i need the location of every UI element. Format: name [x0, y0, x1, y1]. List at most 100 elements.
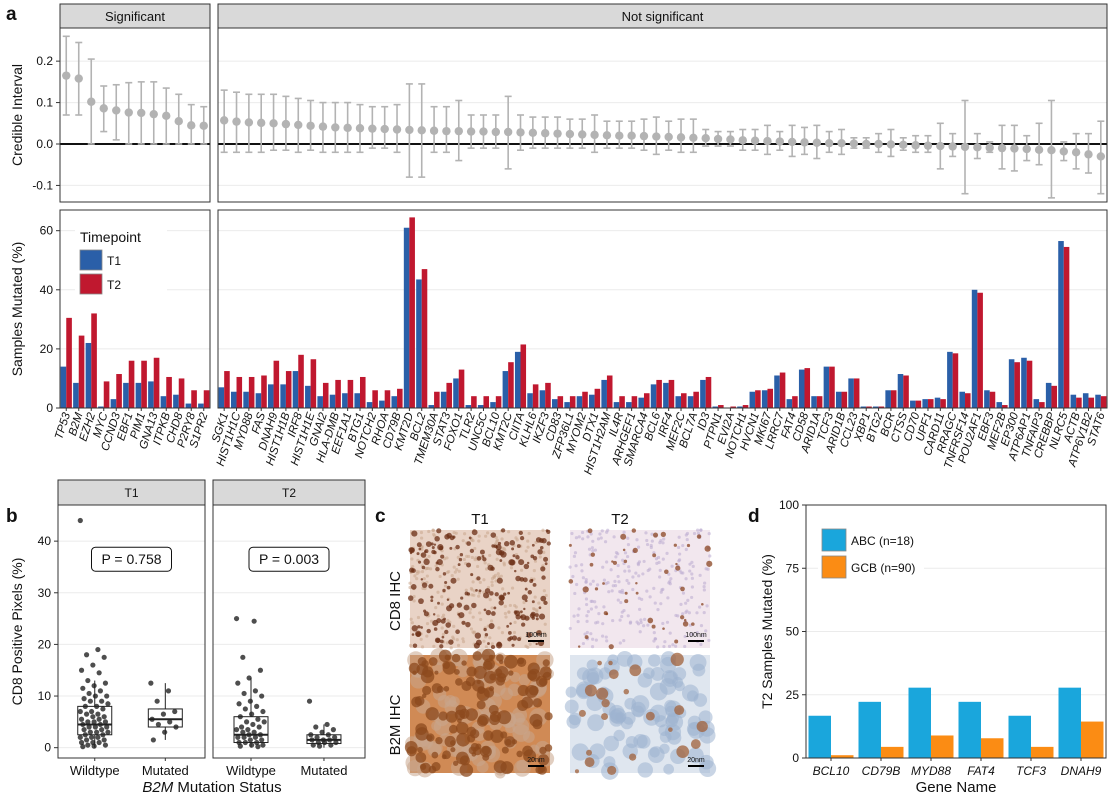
ci-point	[948, 142, 957, 151]
ns-ci-tmem30a	[429, 105, 439, 154]
ihc-nucleus	[507, 683, 521, 697]
ihc-stain	[455, 721, 469, 735]
ihc-nucleus	[674, 644, 678, 648]
ihc-nucleus	[702, 610, 706, 615]
data-point	[247, 737, 253, 743]
sig-ci-chd8	[174, 93, 183, 145]
ihc-stain	[507, 630, 512, 635]
ns-bar-t1-fat4	[786, 399, 793, 408]
ihc-stain	[508, 670, 514, 676]
ns-ci-btg2	[874, 132, 883, 154]
ihc-stain	[670, 652, 684, 667]
ihc-stain	[480, 745, 492, 758]
ns-bar-t2-ptpn1	[718, 405, 724, 408]
ihc-nucleus	[568, 565, 572, 569]
data-point	[246, 675, 252, 681]
sig-ci-p2ry8	[187, 103, 196, 145]
ihc-stain	[415, 752, 427, 763]
b-ytick-label: 10	[38, 689, 52, 703]
ihc-nucleus	[575, 582, 579, 587]
ihc-nucleus	[586, 659, 598, 671]
ihc-nucleus	[699, 642, 703, 647]
ihc-nucleus	[429, 619, 434, 623]
strip-label-b-t2: T2	[282, 486, 296, 500]
ihc-nucleus	[573, 591, 577, 596]
ihc-nucleus	[649, 543, 653, 548]
ihc-nucleus	[570, 531, 574, 536]
ns-bar-t2-gnai2	[322, 382, 329, 408]
ihc-nucleus	[616, 650, 633, 667]
ihc-stain	[500, 731, 508, 739]
ci-point	[162, 111, 171, 121]
ihc-stain	[499, 559, 503, 562]
ihc-stain	[442, 572, 447, 576]
ihc-nucleus	[497, 575, 501, 579]
ns-bar-t2-pou2af1	[977, 292, 983, 408]
data-point	[105, 701, 111, 707]
ns-bar-t2-ciita	[520, 344, 527, 408]
data-point	[104, 693, 110, 699]
ihc-stain	[417, 625, 421, 629]
ci-ytick-label: 0.2	[36, 54, 53, 68]
ns-ci-atp6v1b2	[1084, 132, 1093, 174]
ci-point	[849, 139, 859, 148]
ihc-nucleus	[623, 569, 627, 573]
ihc-stain	[455, 751, 469, 765]
ihc-nucleus	[419, 530, 424, 535]
ns-ci-btg1	[355, 103, 365, 154]
ihc-nucleus	[533, 559, 538, 563]
ihc-stain	[509, 622, 512, 625]
ihc-nucleus	[486, 531, 490, 535]
sig-bar-t2-b2m	[78, 335, 85, 408]
ihc-stain	[435, 638, 441, 643]
ihc-nucleus	[659, 602, 663, 606]
ihc-nucleus	[605, 560, 609, 564]
ihc-stain	[439, 644, 444, 649]
ihc-nucleus	[593, 600, 597, 604]
ihc-stain	[594, 587, 599, 591]
data-point	[327, 737, 333, 743]
ihc-stain	[460, 713, 465, 719]
ci-point	[124, 108, 133, 117]
ihc-stain	[478, 589, 482, 593]
mut-ylabel: Samples Mutated (%)	[9, 242, 25, 377]
ihc-stain	[442, 750, 451, 760]
pvalue-box-t1	[91, 546, 172, 572]
ihc-nucleus	[688, 562, 692, 566]
ihc-nucleus	[484, 645, 488, 649]
ihc-nucleus	[650, 539, 654, 543]
ns-bar-t2-actb	[1076, 397, 1082, 408]
ns-ci-rhoa	[380, 105, 389, 149]
ci-point	[368, 124, 377, 133]
ns-bar-t1-nlrc5	[1058, 241, 1064, 408]
ihc-stain	[490, 611, 496, 616]
data-point	[96, 716, 102, 722]
facet-ci-significant-frame	[59, 27, 211, 203]
ihc-stain	[577, 645, 581, 648]
ihc-stain	[628, 753, 637, 761]
ihc-stain	[439, 639, 444, 644]
ihc-nucleus	[611, 584, 615, 588]
ihc-stain	[411, 625, 418, 632]
ihc-nucleus	[503, 604, 507, 608]
ci-point	[689, 133, 698, 142]
ihc-stain	[624, 599, 629, 604]
data-point	[78, 716, 85, 722]
ihc-stain	[482, 557, 487, 562]
ihc-nucleus	[652, 586, 656, 590]
data-point	[148, 680, 154, 686]
ihc-stain	[457, 563, 461, 567]
ihc-stain	[433, 627, 438, 631]
sig-bar-t1-chd8	[173, 394, 179, 408]
ns-bar-t1-notch1	[737, 406, 743, 408]
ihc-nucleus	[662, 644, 666, 649]
ns-bar-t2-hla-dmb	[335, 379, 341, 408]
ihc-nucleus	[533, 595, 537, 599]
d-xtick-label-bcl10: BCL10	[813, 764, 850, 778]
ihc-stain	[517, 684, 529, 697]
ns-bar-t2-irf8	[298, 354, 304, 408]
ns-bar-t1-stat6	[1095, 394, 1101, 408]
ihc-stain	[623, 688, 630, 695]
ihc-nucleus	[482, 578, 486, 582]
